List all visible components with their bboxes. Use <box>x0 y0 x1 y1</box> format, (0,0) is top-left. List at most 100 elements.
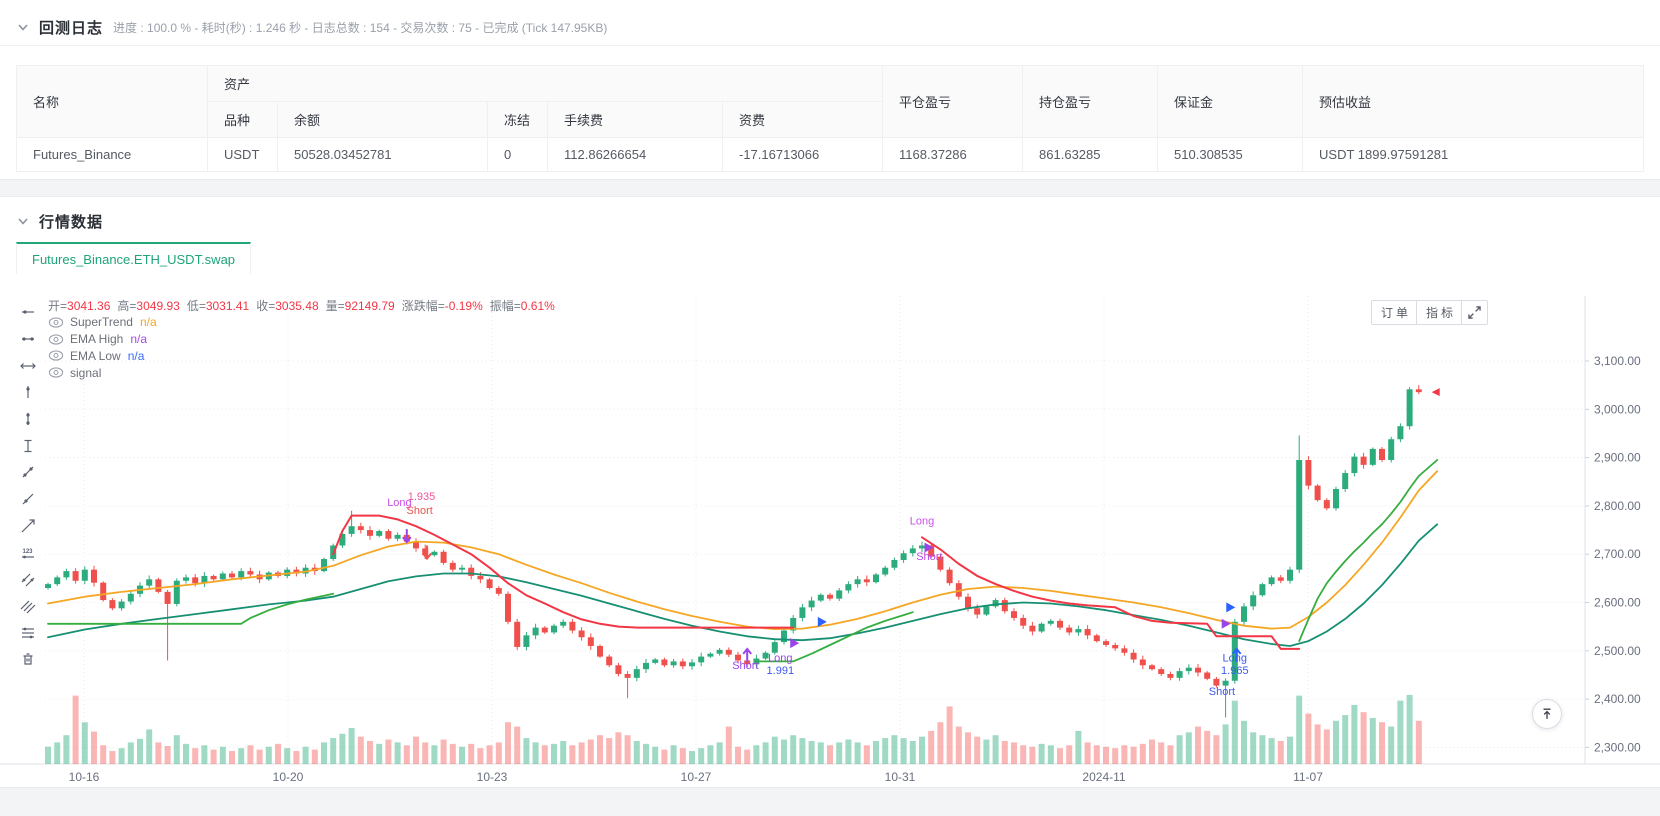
indicator-name: SuperTrend <box>70 315 133 330</box>
tool-horizontal-ray-icon[interactable] <box>15 299 41 326</box>
tool-horizontal-segment-icon[interactable] <box>15 326 41 353</box>
arrow-to-top-icon <box>1543 708 1551 719</box>
tool-trend-ray-icon[interactable] <box>15 486 41 513</box>
ohlc-value: 92149.79 <box>344 299 395 313</box>
indicator-name: EMA High <box>70 332 124 347</box>
ohlc-label: 量= <box>325 299 345 313</box>
indicator-legend-ema-high: EMA High n/a <box>48 331 562 348</box>
chart-legend: 开=3041.36 高=3049.93 低=3031.41 收=3035.48 量=92… <box>48 297 562 381</box>
svg-text:Short: Short <box>732 660 758 672</box>
tool-delete-icon[interactable] <box>15 646 41 673</box>
tool-trend-segment-icon[interactable] <box>15 459 41 486</box>
svg-text:2,900.00: 2,900.00 <box>1594 451 1641 465</box>
col-header-balance: 余额 <box>277 101 488 138</box>
candlestick-chart[interactable]: 3,100.00 3,000.00 2,900.00 2,800.00 2,700.00… <box>0 276 1660 789</box>
fullscreen-button[interactable] <box>1461 300 1488 325</box>
tool-horizontal-channel-icon[interactable] <box>15 619 41 646</box>
ohlc-value: 3031.41 <box>205 299 250 313</box>
eye-icon[interactable] <box>48 350 64 362</box>
svg-text:1.965: 1.965 <box>1221 665 1249 677</box>
indicator-name: signal <box>70 365 102 380</box>
svg-text:1.935: 1.935 <box>408 491 436 503</box>
indicators-button[interactable]: 指标 <box>1415 300 1462 325</box>
collapse-chevron-icon[interactable] <box>16 214 30 228</box>
svg-text:Short: Short <box>407 505 433 517</box>
ohlc-label: 高= <box>117 299 137 313</box>
ohlc-label: 振幅= <box>489 299 521 313</box>
col-header-name: 名称 <box>16 65 208 138</box>
tool-trend-line-icon[interactable] <box>15 513 41 540</box>
col-header-frozen: 冻结 <box>487 101 548 138</box>
svg-text:10-31: 10-31 <box>885 770 916 784</box>
indicator-value: n/a <box>127 348 145 363</box>
back-to-latest-button[interactable] <box>1532 699 1562 729</box>
svg-text:1.991: 1.991 <box>767 665 795 677</box>
svg-text:Long: Long <box>387 497 411 509</box>
tool-vertical-ray-icon[interactable] <box>15 379 41 406</box>
cell-balance: 50528.03452781 <box>277 137 488 172</box>
cell-funding: -17.16713066 <box>721 137 884 172</box>
cell-margin: 510.308535 <box>1157 137 1304 172</box>
svg-text:2024-11: 2024-11 <box>1082 770 1125 784</box>
cell-fee: 112.86266654 <box>547 137 723 172</box>
svg-text:2,300.00: 2,300.00 <box>1594 740 1641 754</box>
cell-position-pnl: 861.63285 <box>1022 137 1159 172</box>
chart-action-buttons: 订单 指标 <box>1370 300 1488 325</box>
svg-text:123: 123 <box>23 549 34 555</box>
svg-text:3,100.00: 3,100.00 <box>1594 354 1641 368</box>
svg-text:10-20: 10-20 <box>273 770 304 784</box>
ohlc-readout: 开=3041.36 高=3049.93 低=3031.41 收=3035.48 量=92… <box>48 297 562 314</box>
svg-text:10-23: 10-23 <box>477 770 508 784</box>
asset-summary-table: 名称 资产 平仓盈亏 持仓盈亏 保证金 预估收益 品种 余额 冻结 手续费 资费 <box>16 65 1644 172</box>
col-header-position-pnl: 持仓盈亏 <box>1022 65 1159 138</box>
svg-text:Long: Long <box>910 515 934 527</box>
tool-vertical-segment-icon[interactable] <box>15 406 41 433</box>
ohlc-label: 涨跌幅= <box>401 299 445 313</box>
svg-text:2,700.00: 2,700.00 <box>1594 547 1641 561</box>
svg-text:2,400.00: 2,400.00 <box>1594 692 1641 706</box>
svg-text:2,600.00: 2,600.00 <box>1594 596 1641 610</box>
indicator-legend-supertrend: SuperTrend n/a <box>48 314 562 331</box>
svg-text:10-16: 10-16 <box>69 770 100 784</box>
orders-button[interactable]: 订单 <box>1370 300 1417 325</box>
tool-parallel-segment-icon[interactable] <box>15 566 41 593</box>
ohlc-value: -0.19% <box>444 299 483 313</box>
indicator-legend-ema-low: EMA Low n/a <box>48 348 562 365</box>
cell-name: Futures_Binance <box>16 137 208 172</box>
symbol-tabs: Futures_Binance.ETH_USDT.swap <box>16 242 252 274</box>
tool-price-label-icon[interactable]: 123 <box>15 539 41 566</box>
cell-frozen: 0 <box>487 137 548 172</box>
svg-text:2,800.00: 2,800.00 <box>1594 499 1641 513</box>
tab-symbol-active[interactable]: Futures_Binance.ETH_USDT.swap <box>16 242 252 274</box>
svg-text:Long: Long <box>1223 652 1247 664</box>
svg-text:10-27: 10-27 <box>681 770 712 784</box>
indicator-legend-signal: signal <box>48 364 562 381</box>
table-row: Futures_Binance USDT 50528.03452781 0 11… <box>16 137 1644 172</box>
tool-horizontal-line-icon[interactable] <box>15 352 41 379</box>
svg-text:Short: Short <box>1209 686 1235 698</box>
ohlc-label: 开= <box>48 299 68 313</box>
ohlc-value: 0.61% <box>520 299 555 313</box>
ohlc-value: 3049.93 <box>136 299 180 313</box>
ohlc-label: 收= <box>256 299 276 313</box>
eye-icon[interactable] <box>48 367 64 378</box>
col-header-funding: 资费 <box>721 101 884 138</box>
svg-text:Long: Long <box>768 652 792 664</box>
svg-text:2,500.00: 2,500.00 <box>1594 644 1641 658</box>
ohlc-value: 3035.48 <box>275 299 319 313</box>
backtest-log-section: 回测日志 进度 : 100.0 % - 耗时(秒) : 1.246 秒 - 日志… <box>0 0 1660 180</box>
tool-price-range-icon[interactable] <box>15 432 41 459</box>
eye-icon[interactable] <box>48 317 64 328</box>
fullscreen-icon <box>1468 306 1481 319</box>
cell-variety: USDT <box>207 137 278 172</box>
ohlc-label: 低= <box>186 299 206 313</box>
market-data-section: 行情数据 Futures_Binance.ETH_USDT.swap 3,100… <box>0 196 1660 788</box>
eye-icon[interactable] <box>48 334 64 345</box>
market-data-title: 行情数据 <box>39 213 104 231</box>
backtest-log-meta: 进度 : 100.0 % - 耗时(秒) : 1.246 秒 - 日志总数 : … <box>113 20 608 35</box>
collapse-chevron-icon[interactable] <box>16 20 30 34</box>
ohlc-value: 3041.36 <box>67 299 111 313</box>
cell-est-profit: USDT 1899.97591281 <box>1302 137 1644 172</box>
tool-parallel-lines-icon[interactable] <box>15 593 41 620</box>
